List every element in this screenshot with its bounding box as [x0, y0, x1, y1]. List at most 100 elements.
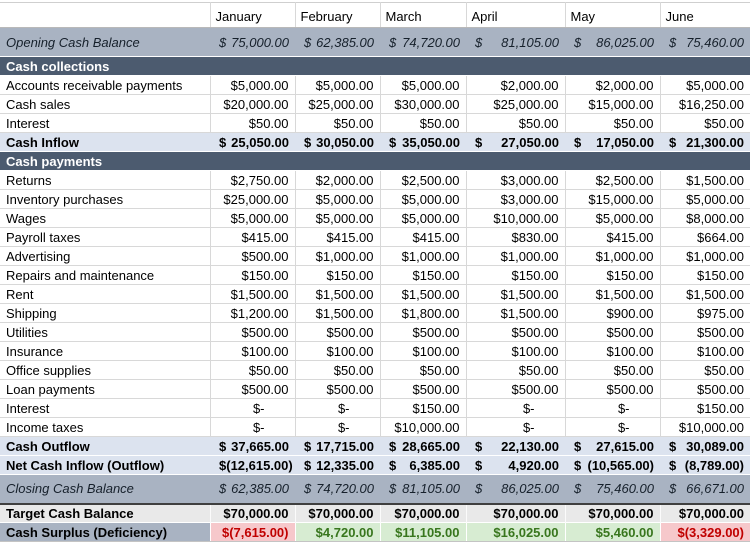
- value-cell[interactable]: $500.00: [660, 322, 750, 342]
- value-cell[interactable]: $2,750.00: [210, 170, 296, 190]
- value-cell[interactable]: $28,665.00: [380, 436, 466, 456]
- row-label-cell[interactable]: Payroll taxes: [0, 227, 211, 247]
- value-cell[interactable]: $4,920.00: [466, 455, 565, 475]
- value-cell[interactable]: $-: [565, 417, 661, 437]
- value-cell[interactable]: $2,500.00: [380, 170, 467, 190]
- value-cell[interactable]: $5,000.00: [295, 75, 381, 95]
- value-cell[interactable]: $50.00: [565, 113, 661, 133]
- value-cell[interactable]: $70,000.00: [380, 502, 467, 523]
- value-cell[interactable]: $62,385.00: [295, 27, 380, 57]
- value-cell[interactable]: $1,000.00: [295, 246, 381, 266]
- value-cell[interactable]: $37,665.00: [210, 436, 295, 456]
- value-cell[interactable]: $2,000.00: [295, 170, 381, 190]
- row-label-cell[interactable]: Cash sales: [0, 94, 211, 114]
- value-cell[interactable]: $2,000.00: [466, 75, 566, 95]
- value-cell[interactable]: $11,105.00: [380, 522, 467, 542]
- value-cell[interactable]: $100.00: [466, 341, 566, 361]
- value-cell[interactable]: $5,000.00: [380, 208, 467, 228]
- value-cell[interactable]: $500.00: [565, 379, 661, 399]
- row-label-cell[interactable]: Cash Inflow: [0, 132, 210, 152]
- value-cell[interactable]: $5,000.00: [380, 189, 467, 209]
- value-cell[interactable]: $1,800.00: [380, 303, 467, 323]
- value-cell[interactable]: $15,000.00: [565, 189, 661, 209]
- value-cell[interactable]: $70,000.00: [210, 502, 296, 523]
- value-cell[interactable]: $150.00: [660, 265, 750, 285]
- value-cell[interactable]: $500.00: [565, 322, 661, 342]
- value-cell[interactable]: $1,000.00: [380, 246, 467, 266]
- value-cell[interactable]: $830.00: [466, 227, 566, 247]
- value-cell[interactable]: $12,335.00: [295, 455, 380, 475]
- value-cell[interactable]: $10,000.00: [380, 417, 467, 437]
- value-cell[interactable]: $50.00: [660, 360, 750, 380]
- value-cell[interactable]: $415.00: [565, 227, 661, 247]
- value-cell[interactable]: $5,000.00: [660, 189, 750, 209]
- corner-cell[interactable]: [0, 2, 211, 28]
- value-cell[interactable]: $1,500.00: [466, 284, 566, 304]
- value-cell[interactable]: $21,300.00: [660, 132, 750, 152]
- value-cell[interactable]: $100.00: [565, 341, 661, 361]
- value-cell[interactable]: $22,130.00: [466, 436, 565, 456]
- value-cell[interactable]: $50.00: [295, 113, 381, 133]
- value-cell[interactable]: $150.00: [380, 265, 467, 285]
- value-cell[interactable]: $415.00: [295, 227, 381, 247]
- value-cell[interactable]: $-: [210, 417, 296, 437]
- value-cell[interactable]: $1,500.00: [210, 284, 296, 304]
- value-cell[interactable]: $1,000.00: [565, 246, 661, 266]
- value-cell[interactable]: $1,200.00: [210, 303, 296, 323]
- row-label-cell[interactable]: Net Cash Inflow (Outflow): [0, 455, 210, 475]
- row-label-cell[interactable]: Opening Cash Balance: [0, 27, 210, 57]
- value-cell[interactable]: $25,000.00: [210, 189, 296, 209]
- month-header-cell-april[interactable]: April: [466, 2, 566, 28]
- value-cell[interactable]: $86,025.00: [565, 27, 660, 57]
- row-label-cell[interactable]: Shipping: [0, 303, 211, 323]
- value-cell[interactable]: $50.00: [660, 113, 750, 133]
- value-cell[interactable]: $30,050.00: [295, 132, 380, 152]
- value-cell[interactable]: $5,000.00: [660, 75, 750, 95]
- value-cell[interactable]: $75,000.00: [210, 27, 295, 57]
- value-cell[interactable]: $-: [466, 417, 566, 437]
- value-cell[interactable]: $1,500.00: [466, 303, 566, 323]
- value-cell[interactable]: $4,720.00: [295, 522, 381, 542]
- row-label-cell[interactable]: Cash Outflow: [0, 436, 210, 456]
- value-cell[interactable]: $150.00: [380, 398, 467, 418]
- value-cell[interactable]: $70,000.00: [466, 502, 566, 523]
- value-cell[interactable]: $500.00: [380, 322, 467, 342]
- value-cell[interactable]: $150.00: [565, 265, 661, 285]
- section-label-cell[interactable]: Cash collections: [0, 56, 750, 76]
- value-cell[interactable]: $50.00: [380, 360, 467, 380]
- value-cell[interactable]: $27,050.00: [466, 132, 565, 152]
- value-cell[interactable]: $75,460.00: [565, 474, 660, 504]
- value-cell[interactable]: $20,000.00: [210, 94, 296, 114]
- value-cell[interactable]: $1,500.00: [295, 303, 381, 323]
- value-cell[interactable]: $86,025.00: [466, 474, 565, 504]
- section-label-cell[interactable]: Cash payments: [0, 151, 750, 171]
- value-cell[interactable]: $17,050.00: [565, 132, 660, 152]
- row-label-cell[interactable]: Inventory purchases: [0, 189, 211, 209]
- value-cell[interactable]: $5,000.00: [295, 189, 381, 209]
- month-header-cell-june[interactable]: June: [660, 2, 750, 28]
- value-cell[interactable]: $1,500.00: [565, 284, 661, 304]
- value-cell[interactable]: $50.00: [466, 113, 566, 133]
- value-cell[interactable]: $35,050.00: [380, 132, 466, 152]
- value-cell[interactable]: $1,000.00: [660, 246, 750, 266]
- value-cell[interactable]: $25,000.00: [295, 94, 381, 114]
- row-label-cell[interactable]: Insurance: [0, 341, 211, 361]
- value-cell[interactable]: $30,089.00: [660, 436, 750, 456]
- row-label-cell[interactable]: Income taxes: [0, 417, 211, 437]
- value-cell[interactable]: $ (8,789.00): [660, 455, 750, 475]
- month-header-cell-january[interactable]: January: [210, 2, 296, 28]
- value-cell[interactable]: $150.00: [295, 265, 381, 285]
- value-cell[interactable]: $8,000.00: [660, 208, 750, 228]
- value-cell[interactable]: $81,105.00: [380, 474, 466, 504]
- value-cell[interactable]: $975.00: [660, 303, 750, 323]
- value-cell[interactable]: $500.00: [466, 322, 566, 342]
- value-cell[interactable]: $70,000.00: [660, 502, 750, 523]
- value-cell[interactable]: $5,000.00: [210, 208, 296, 228]
- row-label-cell[interactable]: Office supplies: [0, 360, 211, 380]
- value-cell[interactable]: $1,500.00: [660, 170, 750, 190]
- value-cell[interactable]: $5,000.00: [565, 208, 661, 228]
- month-header-cell-february[interactable]: February: [295, 2, 381, 28]
- value-cell[interactable]: $17,715.00: [295, 436, 380, 456]
- value-cell[interactable]: $50.00: [380, 113, 467, 133]
- value-cell[interactable]: $74,720.00: [380, 27, 466, 57]
